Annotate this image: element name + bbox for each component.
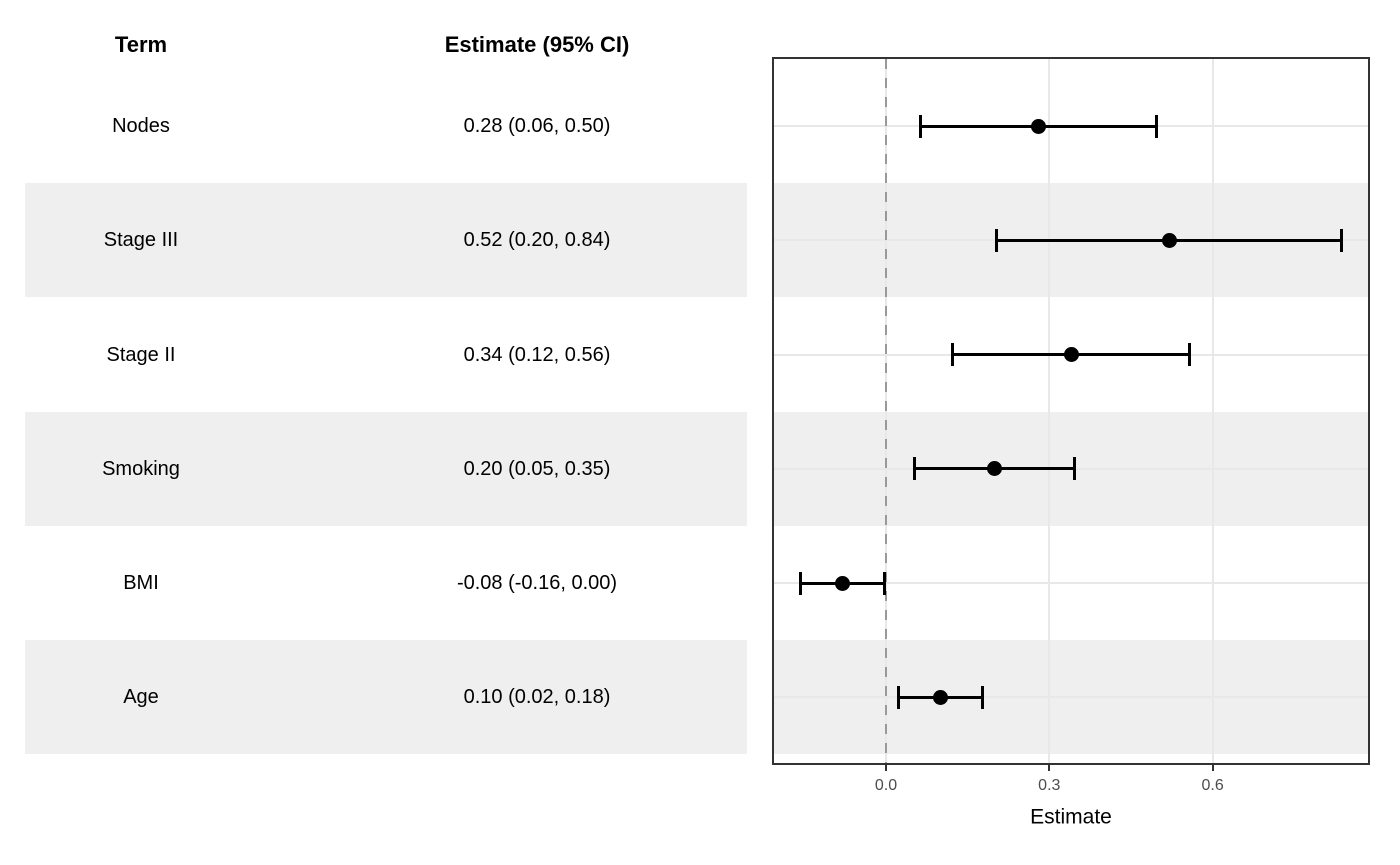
estimate-ci-label: 0.20 (0.05, 0.35)	[463, 457, 611, 480]
v-gridline	[1048, 59, 1051, 763]
error-bar	[951, 343, 1191, 367]
v-gridline	[1211, 59, 1214, 763]
term-label: Stage III	[103, 229, 179, 252]
ci-cap-left	[913, 457, 917, 481]
estimate-ci-label: 0.28 (0.06, 0.50)	[463, 115, 611, 138]
table-stripe-band	[25, 183, 747, 298]
x-axis-title: Estimate	[1030, 805, 1112, 829]
ci-cap-right	[980, 685, 984, 709]
term-label: Nodes	[112, 115, 170, 138]
ci-cap-right	[1073, 457, 1077, 481]
x-tick-label: 0.3	[1038, 777, 1061, 794]
term-label: Stage II	[106, 343, 176, 366]
ci-cap-right	[1340, 228, 1344, 252]
error-bar	[994, 228, 1344, 252]
error-bar	[918, 114, 1159, 138]
point-estimate-marker	[834, 575, 850, 591]
ci-cap-left	[951, 343, 955, 367]
term-label: Age	[123, 686, 159, 709]
error-bar	[913, 457, 1077, 481]
zero-reference-line	[885, 59, 887, 763]
estimate-ci-label: 0.34 (0.12, 0.56)	[463, 343, 611, 366]
x-tick-label: 0.0	[874, 777, 898, 794]
table-stripe-band	[25, 411, 747, 526]
x-tick-mark	[1211, 765, 1214, 771]
point-estimate-marker	[1063, 347, 1079, 363]
point-estimate-marker	[1161, 232, 1177, 248]
x-tick-mark	[1048, 765, 1051, 771]
term-column-header: Term	[114, 32, 168, 57]
plot-panel	[772, 57, 1370, 765]
term-label: Smoking	[102, 457, 180, 480]
point-estimate-marker	[1030, 118, 1046, 134]
point-estimate-marker	[932, 689, 948, 705]
ci-cap-left	[896, 685, 900, 709]
ci-cap-left	[918, 114, 922, 138]
point-estimate-marker	[987, 461, 1003, 477]
x-tick-mark	[885, 765, 887, 771]
ci-cap-right	[1155, 114, 1159, 138]
term-label: BMI	[123, 572, 159, 594]
estimate-ci-label: 0.52 (0.20, 0.84)	[463, 229, 611, 252]
estimate-ci-label: 0.10 (0.02, 0.18)	[463, 686, 611, 709]
x-tick-label: 0.6	[1201, 777, 1224, 794]
estimate-column-header: Estimate (95% CI)	[444, 32, 630, 57]
table-stripe-band	[25, 640, 747, 755]
h-gridline	[774, 696, 1368, 699]
error-bar	[896, 685, 984, 709]
error-bar	[798, 571, 886, 595]
ci-cap-left	[798, 571, 802, 595]
ci-cap-right	[1187, 343, 1191, 367]
ci-cap-right	[882, 571, 886, 595]
ci-cap-left	[994, 228, 998, 252]
h-gridline	[774, 582, 1368, 584]
estimate-ci-label: -0.08 (-0.16, 0.00)	[456, 572, 618, 594]
